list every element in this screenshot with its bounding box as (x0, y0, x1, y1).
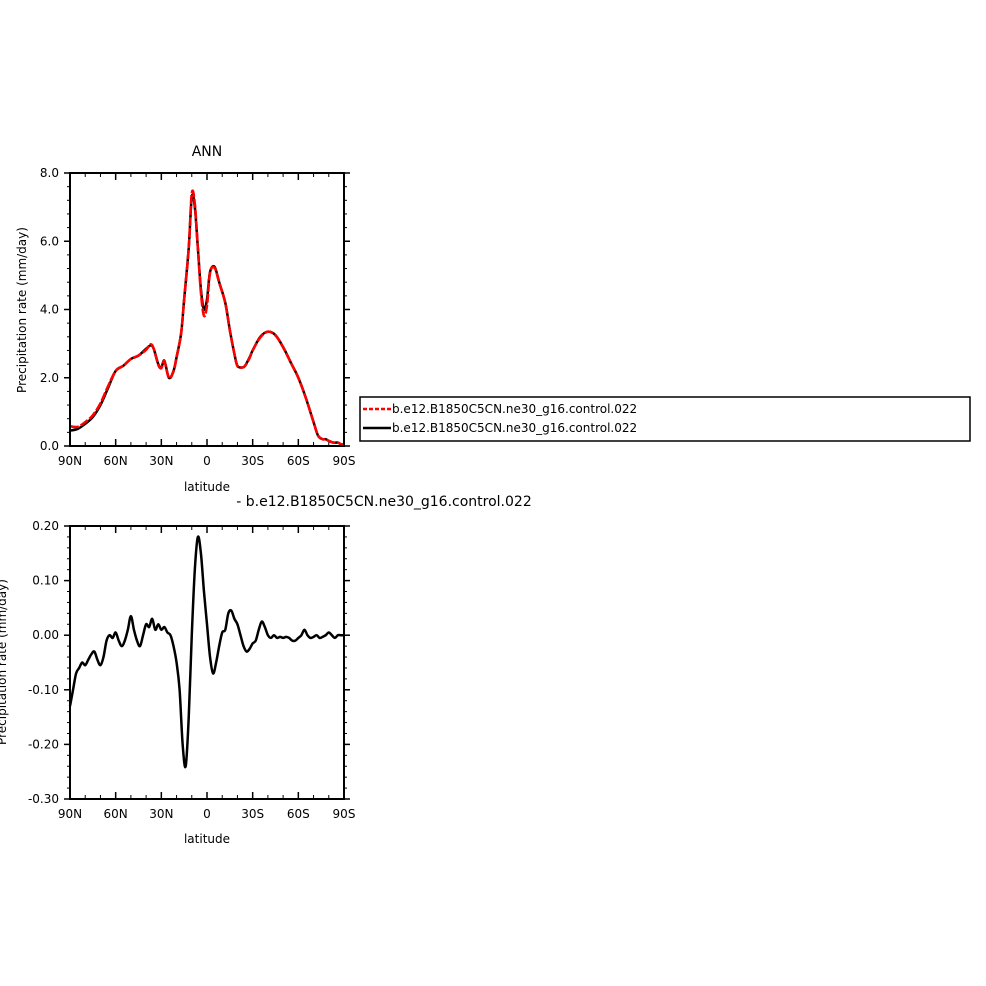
y-tick-label: -0.20 (28, 737, 59, 751)
x-tick-label: 30S (241, 807, 264, 821)
x-tick-label: 30N (149, 454, 173, 468)
x-tick-label: 60N (104, 454, 128, 468)
bottom-panel: - b.e12.B1850C5CN.ne30_g16.control.022 9… (0, 494, 532, 846)
y-tick-label: -0.30 (28, 792, 59, 806)
x-tick-label: 0 (203, 807, 211, 821)
legend: b.e12.B1850C5CN.ne30_g16.control.022 b.e… (359, 396, 971, 442)
y-tick-label: 8.0 (40, 166, 59, 180)
bottom-y-axis-label: Precipitation rate (mm/day) (0, 579, 9, 745)
series-line-1 (68, 535, 344, 769)
bottom-series-lines (68, 535, 344, 769)
x-tick-label: 60S (287, 454, 310, 468)
bottom-x-axis-label: latitude (184, 832, 230, 846)
bottom-tick-labels: 90N 60N 30N 0 30S 60S 90S -0.30 -0.20 -0.10 0.00 0.… (28, 519, 356, 821)
legend-box (359, 396, 971, 442)
series-line-1 (69, 193, 345, 446)
y-tick-label: -0.10 (28, 683, 59, 697)
bottom-axes-ticks (64, 525, 350, 800)
x-tick-label: 60N (104, 807, 128, 821)
x-tick-label: 90S (333, 807, 356, 821)
top-plot-frame (69, 172, 345, 447)
x-tick-label: 30N (149, 807, 173, 821)
bottom-plot-frame (69, 525, 345, 800)
y-tick-label: 0.10 (32, 574, 59, 588)
y-tick-label: 0.00 (32, 628, 59, 642)
y-tick-label: 0.0 (40, 439, 59, 453)
y-tick-label: 6.0 (40, 234, 59, 248)
x-tick-label: 90N (58, 454, 82, 468)
x-tick-label: 90S (333, 454, 356, 468)
x-tick-label: 60S (287, 807, 310, 821)
x-tick-label: 90N (58, 807, 82, 821)
top-y-axis-label: Precipitation rate (mm/day) (15, 227, 29, 393)
x-tick-label: 0 (203, 454, 211, 468)
x-tick-label: 30S (241, 454, 264, 468)
top-x-axis-label: latitude (184, 480, 230, 494)
top-panel: ANN 90N 60N 30N 0 30S 60S 90S 0.0 2.0 4.0 6.0 8.0 l… (15, 144, 355, 494)
top-chart-title: ANN (192, 144, 223, 160)
y-tick-label: 0.20 (32, 519, 59, 533)
legend-label-1: b.e12.B1850C5CN.ne30_g16.control.022 (392, 402, 637, 416)
series-line-2 (69, 189, 345, 446)
legend-label-2: b.e12.B1850C5CN.ne30_g16.control.022 (392, 421, 637, 435)
bottom-chart-title: - b.e12.B1850C5CN.ne30_g16.control.022 (236, 494, 531, 510)
top-tick-labels: 90N 60N 30N 0 30S 60S 90S 0.0 2.0 4.0 6.0 8.0 (40, 166, 356, 468)
y-tick-label: 2.0 (40, 371, 59, 385)
top-series-lines (69, 189, 345, 446)
y-tick-label: 4.0 (40, 303, 59, 317)
